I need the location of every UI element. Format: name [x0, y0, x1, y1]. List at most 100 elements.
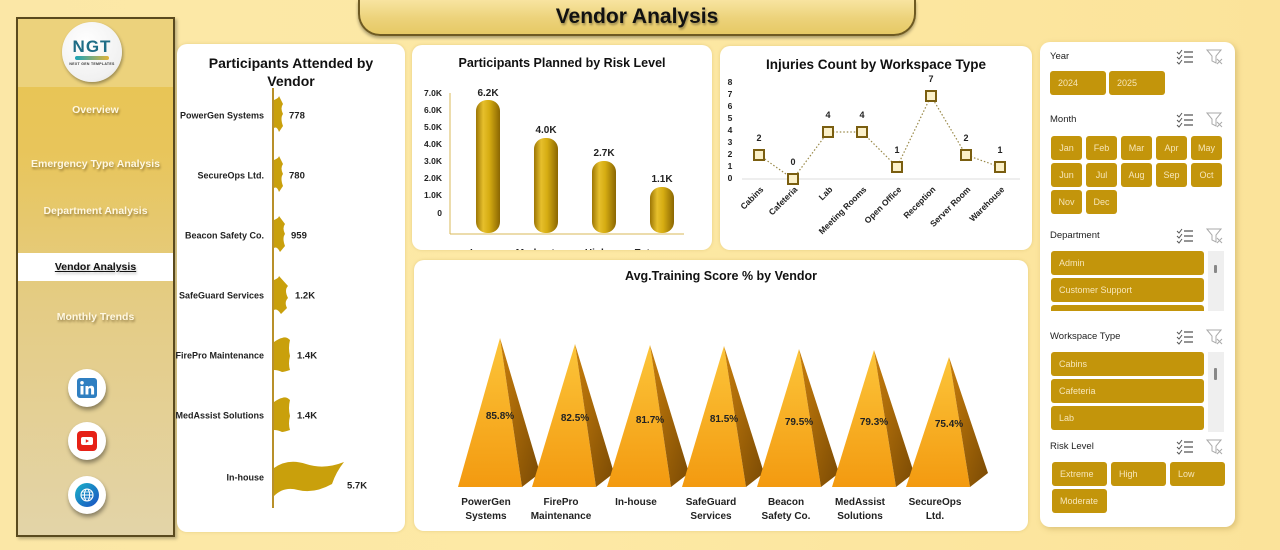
workspace-slicer-title: Workspace Type	[1050, 331, 1121, 342]
workspace-scrollbar[interactable]	[1208, 352, 1224, 432]
youtube-button[interactable]	[68, 422, 106, 460]
svg-text:Reception: Reception	[901, 184, 937, 220]
month-option-nov[interactable]: Nov	[1051, 190, 1082, 214]
chart-injuries-by-workspace-type: Injuries Count by Workspace Type 8 7 6 5…	[720, 46, 1032, 250]
bar-row: SecureOps Ltd. 780	[177, 156, 405, 196]
month-option-oct[interactable]: Oct	[1191, 163, 1222, 187]
department-option-partial[interactable]	[1051, 305, 1204, 311]
nav-overview[interactable]: Overview	[72, 104, 119, 116]
clear-filter-icon[interactable]	[1206, 439, 1224, 455]
svg-text:SecureOps: SecureOps	[909, 497, 962, 508]
svg-text:2.7K: 2.7K	[593, 148, 615, 159]
bar-row: Beacon Safety Co. 959	[177, 216, 405, 256]
svg-text:2: 2	[728, 149, 733, 159]
month-option-mar[interactable]: Mar	[1121, 136, 1152, 160]
department-option-admin[interactable]: Admin	[1051, 251, 1204, 275]
clear-filter-icon[interactable]	[1206, 112, 1224, 128]
risk-option-extreme[interactable]: Extreme	[1052, 462, 1107, 486]
bar-shape	[274, 461, 344, 496]
month-option-jun[interactable]: Jun	[1051, 163, 1082, 187]
nav-monthly-trends[interactable]: Monthly Trends	[56, 311, 135, 323]
bar-value: 780	[289, 170, 305, 182]
multi-select-icon[interactable]	[1176, 329, 1194, 345]
svg-text:Lab: Lab	[817, 184, 835, 202]
svg-text:Moderate: Moderate	[516, 248, 561, 250]
linkedin-button[interactable]	[68, 369, 106, 407]
department-scrollbar[interactable]	[1208, 251, 1224, 311]
month-option-apr[interactable]: Apr	[1156, 136, 1187, 160]
multi-select-icon[interactable]	[1176, 49, 1194, 65]
multi-select-icon[interactable]	[1176, 112, 1194, 128]
month-option-may[interactable]: May	[1191, 136, 1222, 160]
risk-option-moderate[interactable]: Moderate	[1052, 489, 1107, 513]
x-axis-labels: Low Moderate High Extreme	[470, 248, 674, 250]
workspace-option-cabins[interactable]: Cabins	[1051, 352, 1204, 376]
pyramid-value-labels: 85.8% 82.5% 81.7% 81.5% 79.5% 79.3% 75.4…	[486, 411, 963, 430]
nav-vendor-analysis[interactable]: Vendor Analysis	[18, 253, 173, 281]
pyramid-5	[832, 350, 914, 487]
clear-filter-icon[interactable]	[1206, 329, 1224, 345]
svg-text:1: 1	[894, 145, 899, 155]
clear-filter-icon[interactable]	[1206, 228, 1224, 244]
risk-option-low[interactable]: Low	[1170, 462, 1225, 486]
chart-title: Participants Planned by Risk Level	[458, 56, 666, 70]
svg-text:Cafeteria: Cafeteria	[767, 184, 800, 217]
multi-select-icon[interactable]	[1176, 228, 1194, 244]
bar-value-labels: 6.2K 4.0K 2.7K 1.1K	[477, 88, 673, 185]
svg-text:0: 0	[728, 173, 733, 183]
bar-value: 959	[291, 230, 307, 242]
website-button[interactable]	[68, 476, 106, 514]
svg-text:79.3%: 79.3%	[860, 417, 888, 428]
bar-shape	[274, 216, 285, 252]
bar-shape	[274, 397, 290, 432]
svg-text:0: 0	[437, 208, 442, 218]
bar-label: Beacon Safety Co.	[184, 230, 264, 241]
chart-participants-planned-by-risk-level: Participants Planned by Risk Level 7.0K …	[412, 45, 712, 250]
svg-text:6.0K: 6.0K	[424, 105, 443, 115]
pyramid-4	[757, 349, 839, 487]
nav-emergency-type-analysis[interactable]: Emergency Type Analysis	[31, 158, 160, 170]
svg-text:1.0K: 1.0K	[424, 190, 443, 200]
svg-text:Low: Low	[470, 248, 490, 250]
svg-text:4: 4	[859, 110, 864, 120]
svg-text:8: 8	[728, 77, 733, 87]
year-option-2025[interactable]: 2025	[1109, 71, 1165, 95]
month-option-sep[interactable]: Sep	[1156, 163, 1187, 187]
logo: NGT NEXT GEN TEMPLATES	[62, 22, 122, 82]
svg-text:79.5%: 79.5%	[785, 417, 813, 428]
point-value-labels: 2 0 4 4 1 7 2 1	[756, 74, 1002, 167]
svg-text:4: 4	[728, 125, 733, 135]
bar-label: FirePro Maintenance	[175, 350, 264, 361]
month-option-dec[interactable]: Dec	[1086, 190, 1117, 214]
bar-label: In-house	[226, 472, 265, 483]
month-option-feb[interactable]: Feb	[1086, 136, 1117, 160]
bar-label: PowerGen Systems	[179, 110, 264, 121]
svg-text:Solutions: Solutions	[837, 511, 883, 522]
globe-icon	[75, 483, 99, 507]
month-option-jul[interactable]: Jul	[1086, 163, 1117, 187]
svg-text:3.0K: 3.0K	[424, 156, 443, 166]
svg-text:85.8%: 85.8%	[486, 411, 514, 422]
risk-option-high[interactable]: High	[1111, 462, 1166, 486]
month-option-jan[interactable]: Jan	[1051, 136, 1082, 160]
nav-department-analysis[interactable]: Department Analysis	[43, 205, 148, 217]
svg-text:4.0K: 4.0K	[535, 125, 557, 136]
svg-text:6: 6	[728, 101, 733, 111]
bar-row: SafeGuard Services 1.2K	[177, 276, 405, 316]
month-option-aug[interactable]: Aug	[1121, 163, 1152, 187]
svg-text:Cabins: Cabins	[738, 184, 765, 211]
year-option-2024[interactable]: 2024	[1050, 71, 1106, 95]
clear-filter-icon[interactable]	[1206, 49, 1224, 65]
page-title-banner: Vendor Analysis	[358, 0, 916, 36]
bar-label: SecureOps Ltd.	[197, 170, 264, 181]
multi-select-icon[interactable]	[1176, 439, 1194, 455]
svg-text:Ltd.: Ltd.	[926, 511, 945, 522]
department-option-customer-support[interactable]: Customer Support	[1051, 278, 1204, 302]
svg-text:Systems: Systems	[465, 511, 507, 522]
bar-shape	[274, 96, 283, 132]
line-chart: 8 7 6 5 4 3 2 1 0 2 0 4 4 1	[728, 74, 1020, 236]
workspace-option-lab[interactable]: Lab	[1051, 406, 1204, 430]
bar-value: 5.7K	[347, 480, 368, 492]
chart-title: Injuries Count by Workspace Type	[765, 57, 987, 72]
workspace-option-cafeteria[interactable]: Cafeteria	[1051, 379, 1204, 403]
